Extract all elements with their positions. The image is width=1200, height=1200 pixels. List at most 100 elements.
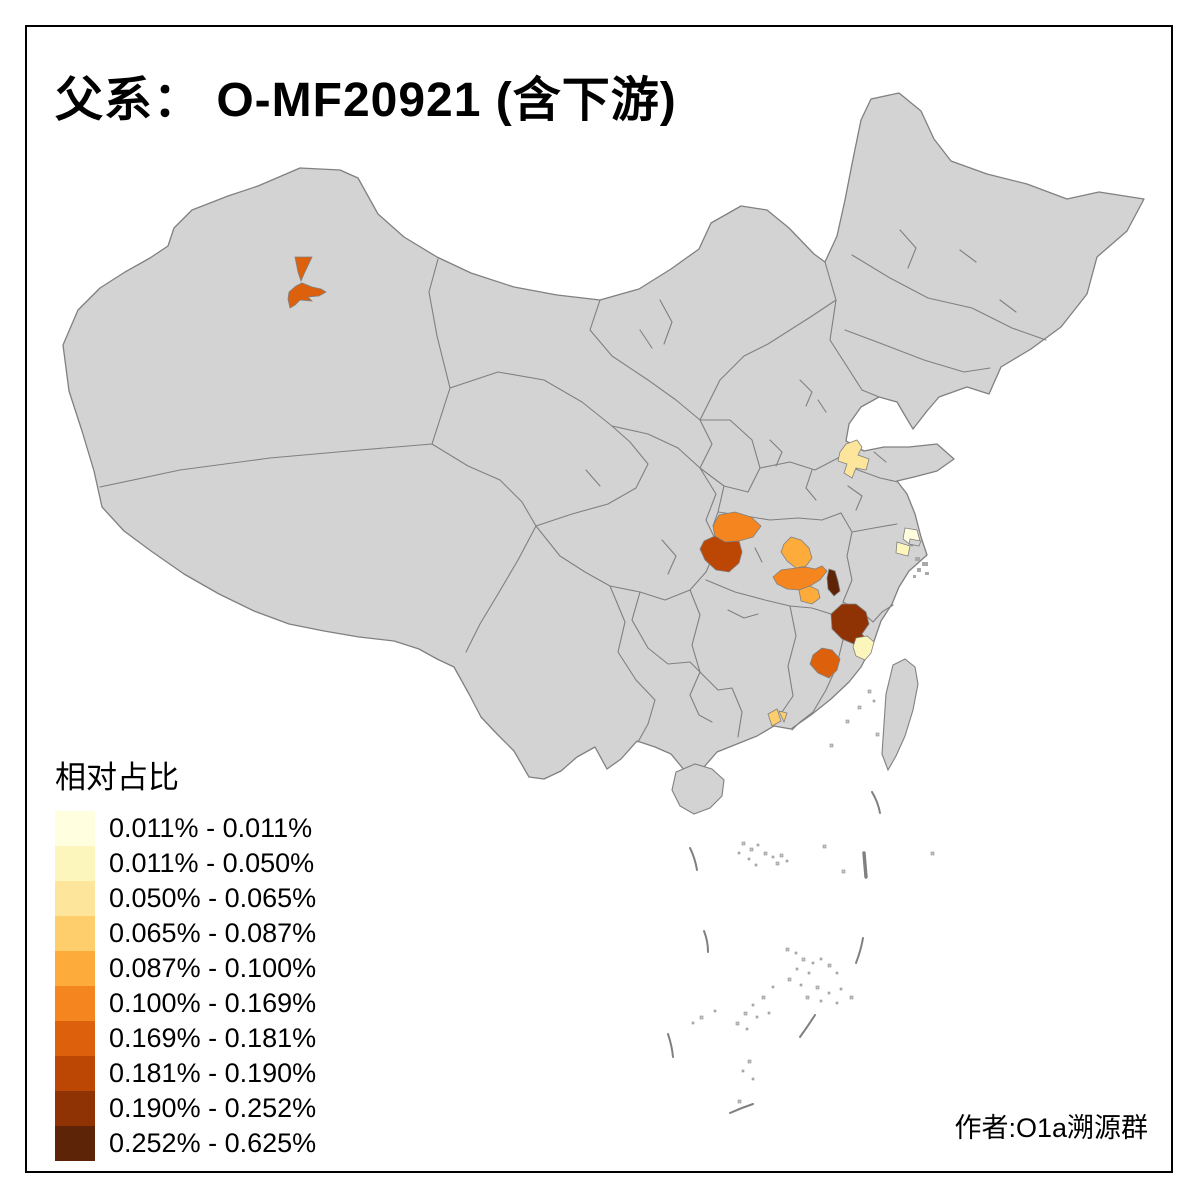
dash-segment	[689, 847, 698, 871]
author-credit: 作者:O1a溯源群	[954, 1113, 1148, 1143]
province-border	[659, 299, 673, 345]
province-border	[847, 367, 880, 398]
south-china-sea-islets	[691, 841, 935, 1104]
legend-swatch	[55, 1091, 95, 1126]
legend-swatch	[55, 846, 95, 881]
province-border	[817, 399, 827, 413]
legend-row: 0.169% - 0.181%	[55, 1021, 316, 1056]
legend-row: 0.252% - 0.625%	[55, 1126, 316, 1161]
legend-label: 0.011% - 0.011%	[109, 813, 313, 843]
province-border	[851, 523, 898, 533]
region-shandong-central[interactable]	[837, 439, 870, 479]
legend-swatch	[55, 1056, 95, 1091]
province-border	[851, 254, 1047, 341]
province-border	[428, 258, 451, 445]
province-border	[639, 329, 653, 349]
china-mainland	[62, 92, 1145, 786]
dash-segment	[871, 791, 881, 814]
province-border	[661, 539, 677, 575]
legend-swatch	[55, 916, 95, 951]
legend-row: 0.181% - 0.190%	[55, 1056, 316, 1091]
province-border	[727, 609, 759, 619]
region-hubei-suizhou[interactable]	[780, 536, 813, 569]
region-guangdong-guangzhou[interactable]	[767, 708, 782, 727]
legend-label: 0.011% - 0.050%	[109, 848, 315, 878]
province-border	[631, 591, 701, 673]
province-border	[449, 371, 613, 427]
region-fujian-west[interactable]	[809, 647, 841, 679]
province-border	[999, 299, 1017, 313]
legend-swatch	[55, 1021, 95, 1056]
legend-row: 0.050% - 0.065%	[55, 881, 316, 916]
province-border	[699, 299, 837, 421]
dash-segment	[855, 937, 864, 964]
legend-swatch	[55, 986, 95, 1021]
province-border	[705, 579, 832, 615]
province-border	[799, 379, 813, 407]
zhoushan-islands	[913, 557, 929, 578]
province-border	[689, 571, 713, 723]
hainan-island	[671, 763, 725, 815]
province-border	[873, 451, 887, 463]
province-border	[611, 425, 701, 469]
province-border	[791, 711, 814, 731]
chongming-island	[908, 538, 922, 547]
region-jiangxi-jiujiang[interactable]	[830, 603, 870, 646]
page-title: 父系： O-MF20921 (含下游)	[55, 74, 677, 127]
province-border	[805, 469, 817, 501]
legend-row: 0.100% - 0.169%	[55, 986, 316, 1021]
region-hubei-huanggang-strip[interactable]	[826, 568, 841, 597]
province-border	[872, 604, 894, 623]
region-hubei-wuhan[interactable]	[772, 565, 828, 591]
legend-label: 0.050% - 0.065%	[109, 883, 317, 913]
islands	[671, 538, 929, 815]
province-border	[824, 261, 849, 369]
region-hubei-ezhou[interactable]	[798, 585, 821, 605]
province-border	[99, 443, 433, 488]
region-guangdong-foshan[interactable]	[778, 710, 788, 724]
legend-label: 0.065% - 0.087%	[109, 918, 317, 948]
legend-swatch	[55, 1126, 95, 1161]
province-border	[840, 512, 853, 603]
province-borders	[99, 229, 1047, 743]
province-border	[535, 425, 649, 527]
province-border	[769, 439, 783, 467]
province-border	[754, 547, 763, 563]
legend-row: 0.011% - 0.050%	[55, 846, 316, 881]
colored-regions	[287, 256, 921, 727]
province-border	[847, 485, 863, 511]
legend-swatch	[55, 811, 95, 846]
legend-label: 0.169% - 0.181%	[109, 1023, 317, 1053]
legend-label: 0.252% - 0.625%	[109, 1128, 317, 1158]
province-border	[899, 229, 917, 269]
coastal-islets	[829, 689, 880, 748]
province-border	[844, 329, 991, 373]
legend-title: 相对占比	[55, 760, 179, 795]
legend-row: 0.011% - 0.011%	[55, 811, 316, 846]
province-border	[699, 671, 743, 738]
legend-row: 0.065% - 0.087%	[55, 916, 316, 951]
province-border	[589, 299, 701, 421]
region-zhejiang-jiaxing[interactable]	[895, 541, 911, 557]
province-border	[759, 457, 839, 471]
province-border	[465, 525, 537, 653]
legend-swatch	[55, 951, 95, 986]
legend-label: 0.190% - 0.252%	[109, 1093, 317, 1123]
province-border	[959, 249, 977, 263]
legend: 相对占比 0.011% - 0.011% 0.011% - 0.050% 0.0…	[55, 752, 316, 1161]
legend-swatch	[55, 881, 95, 916]
region-xinjiang-changji[interactable]	[287, 256, 327, 309]
dash-segment	[667, 1033, 674, 1058]
region-hubei-xiangyang[interactable]	[699, 535, 743, 573]
province-border	[609, 585, 656, 743]
legend-label: 0.100% - 0.169%	[109, 988, 317, 1018]
province-border	[781, 605, 797, 713]
dash-segment	[729, 1103, 754, 1114]
legend-row: 0.190% - 0.252%	[55, 1091, 316, 1126]
province-border	[585, 469, 601, 487]
province-border	[431, 443, 537, 527]
region-zhejiang-taizhou[interactable]	[852, 635, 875, 661]
taiwan-island	[881, 658, 919, 772]
